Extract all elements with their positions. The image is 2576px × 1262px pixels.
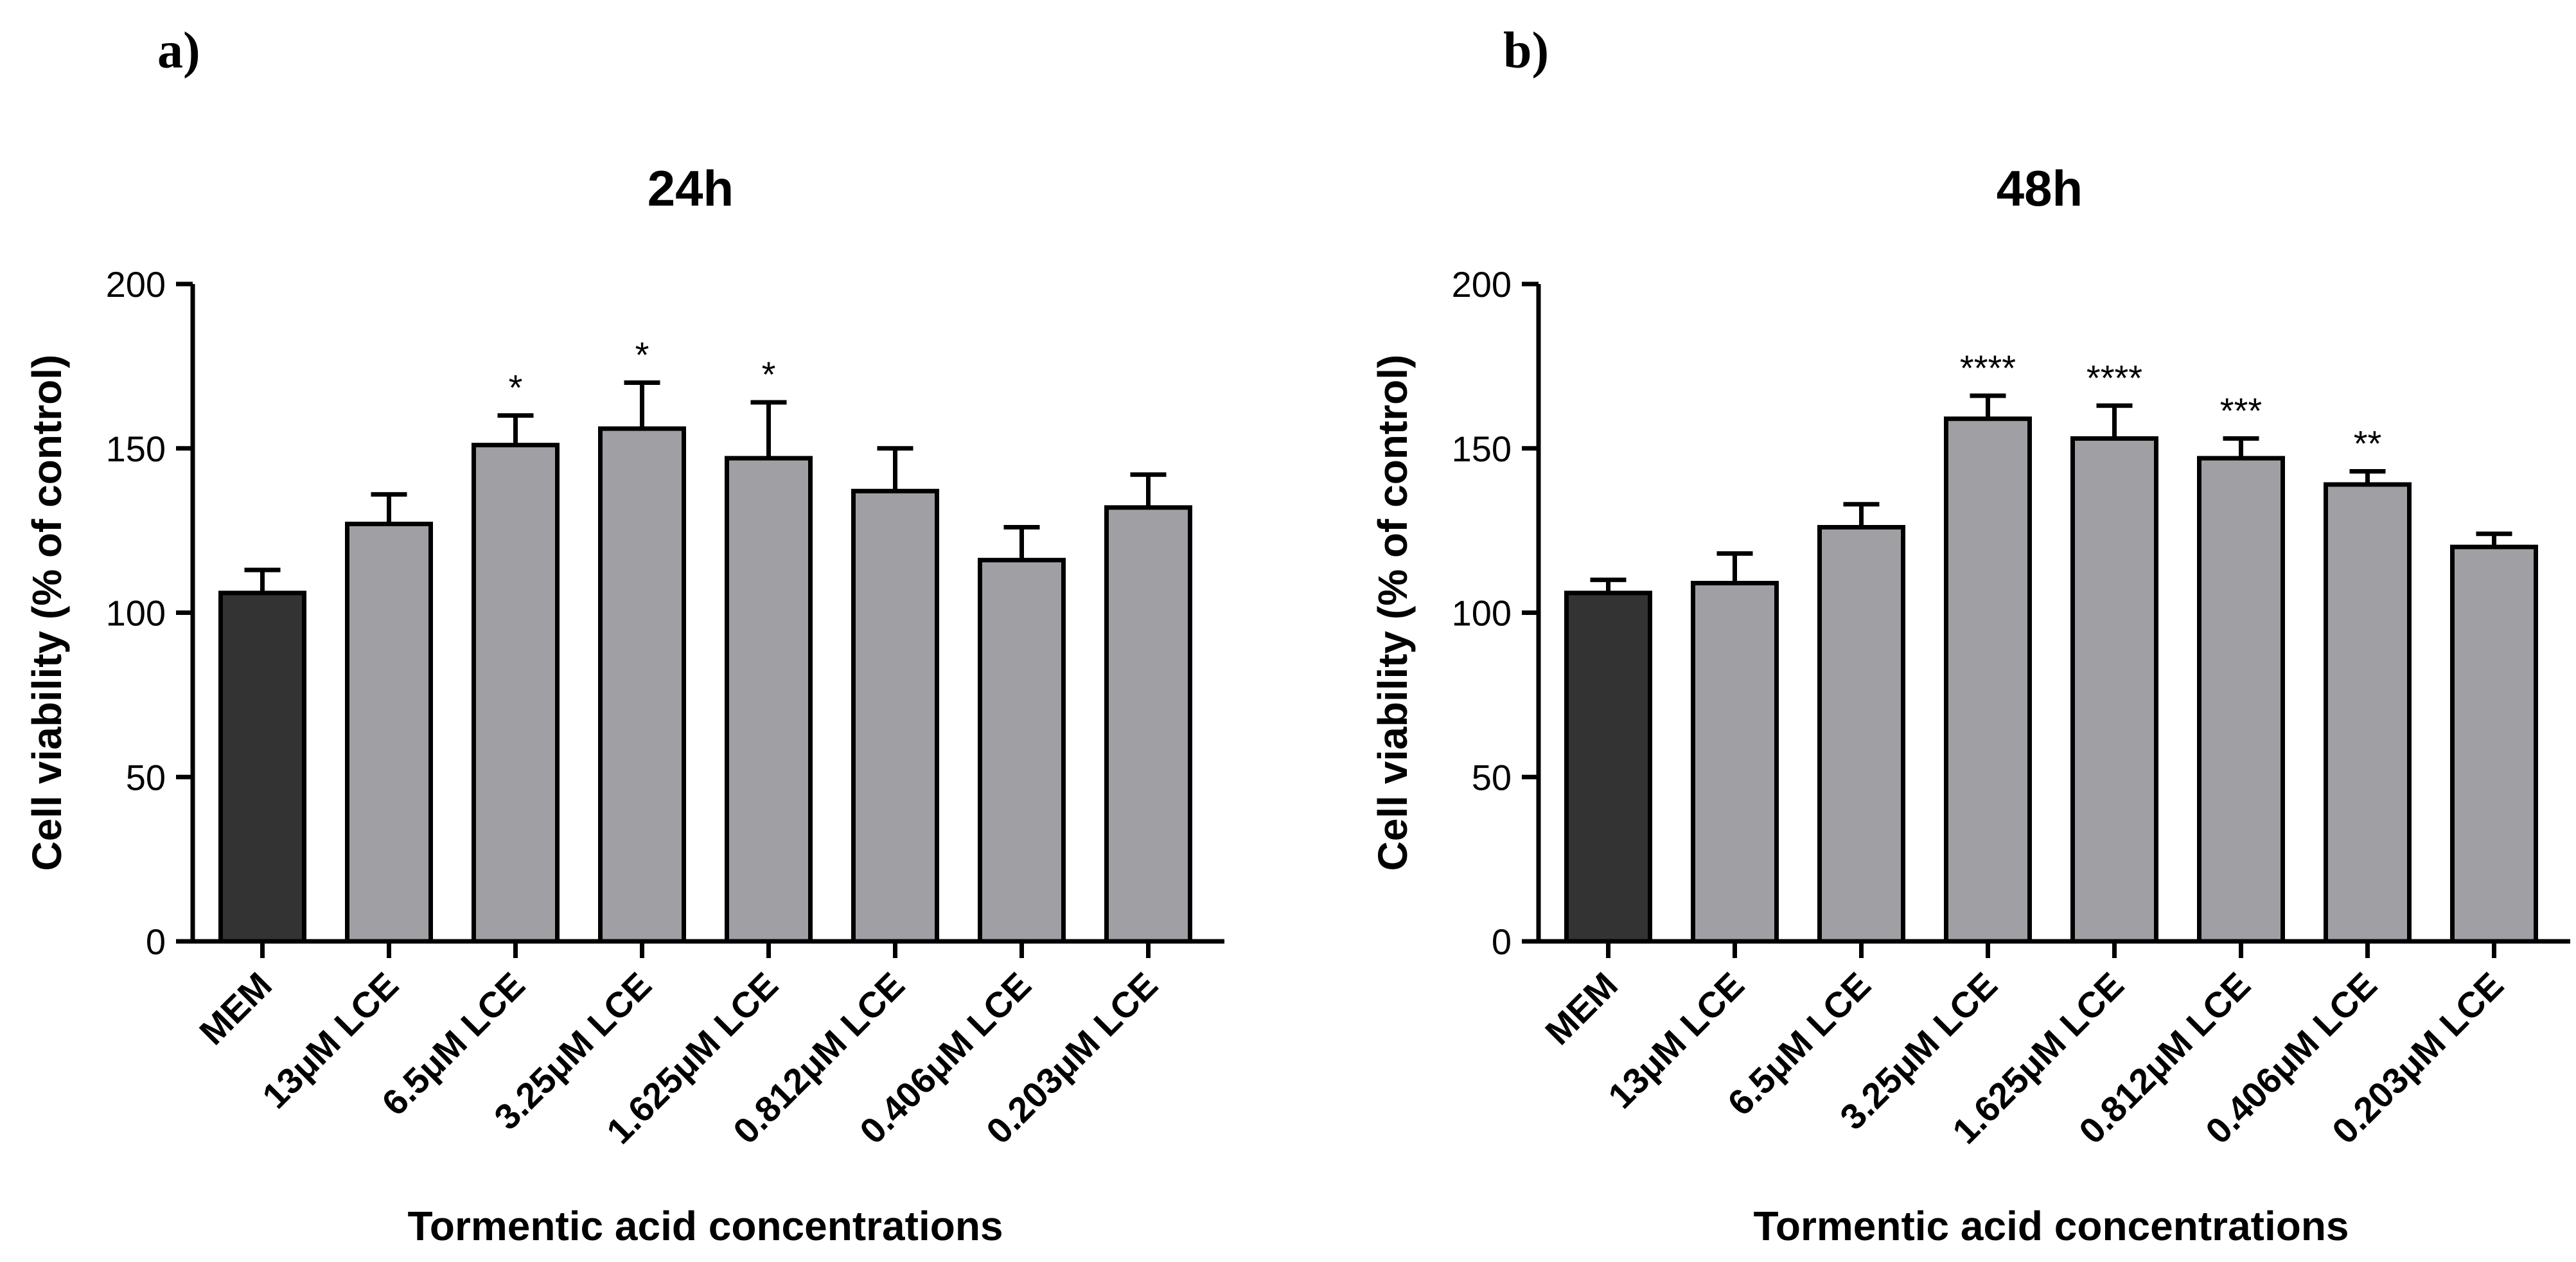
significance-marker: *	[762, 354, 776, 395]
bar	[2450, 544, 2538, 944]
y-axis-label: Cell viability (% of control)	[1370, 355, 1416, 871]
bar	[218, 591, 306, 944]
y-tick-label: 200	[106, 264, 166, 305]
significance-marker: *	[635, 334, 649, 375]
y-axis-label: Cell viability (% of control)	[24, 355, 70, 871]
bar	[2324, 482, 2412, 944]
significance-marker: ****	[2086, 357, 2142, 398]
y-tick-label: 100	[1452, 593, 1512, 634]
bar	[1817, 525, 1905, 944]
x-tick-label: MEM	[1537, 964, 1625, 1053]
significance-marker: **	[2354, 423, 2382, 464]
significance-marker: ***	[2220, 390, 2262, 431]
x-axis-label: Tormentic acid concentrations	[1754, 1203, 2349, 1249]
panel-letter: b)	[1503, 22, 1549, 79]
x-tick-label: MEM	[191, 964, 279, 1053]
y-tick-label: 150	[1452, 429, 1512, 469]
chart-title: 24h	[648, 160, 734, 217]
x-axis-label: Tormentic acid concentrations	[408, 1203, 1003, 1249]
y-tick-label: 50	[1472, 757, 1512, 797]
bar	[1691, 580, 1779, 944]
bar	[598, 426, 686, 944]
y-tick-label: 50	[126, 757, 166, 797]
bar	[472, 443, 560, 944]
bar	[1104, 505, 1192, 944]
significance-marker: ****	[1960, 348, 2016, 388]
panel-letter: a)	[157, 22, 200, 79]
bar	[725, 456, 813, 944]
y-tick-label: 0	[1492, 921, 1512, 962]
chart-panel-b: b) 48h Cell viability (% of control) 0 50 100…	[1370, 22, 2570, 1249]
y-tick-label: 200	[1452, 264, 1512, 305]
bar	[2070, 436, 2158, 944]
chart-panel-a: a) 24h Cell viability (% of control) 0 50 100…	[24, 22, 1224, 1249]
bar	[1564, 591, 1652, 944]
chart-title: 48h	[1997, 160, 2083, 217]
bar	[851, 488, 939, 944]
y-tick-label: 100	[106, 593, 166, 634]
bar	[978, 558, 1066, 944]
significance-marker: *	[509, 368, 523, 408]
y-tick-label: 150	[106, 429, 166, 469]
bar	[345, 521, 433, 944]
bar	[1944, 416, 2032, 944]
y-tick-label: 0	[146, 921, 166, 962]
bar	[2197, 456, 2285, 944]
